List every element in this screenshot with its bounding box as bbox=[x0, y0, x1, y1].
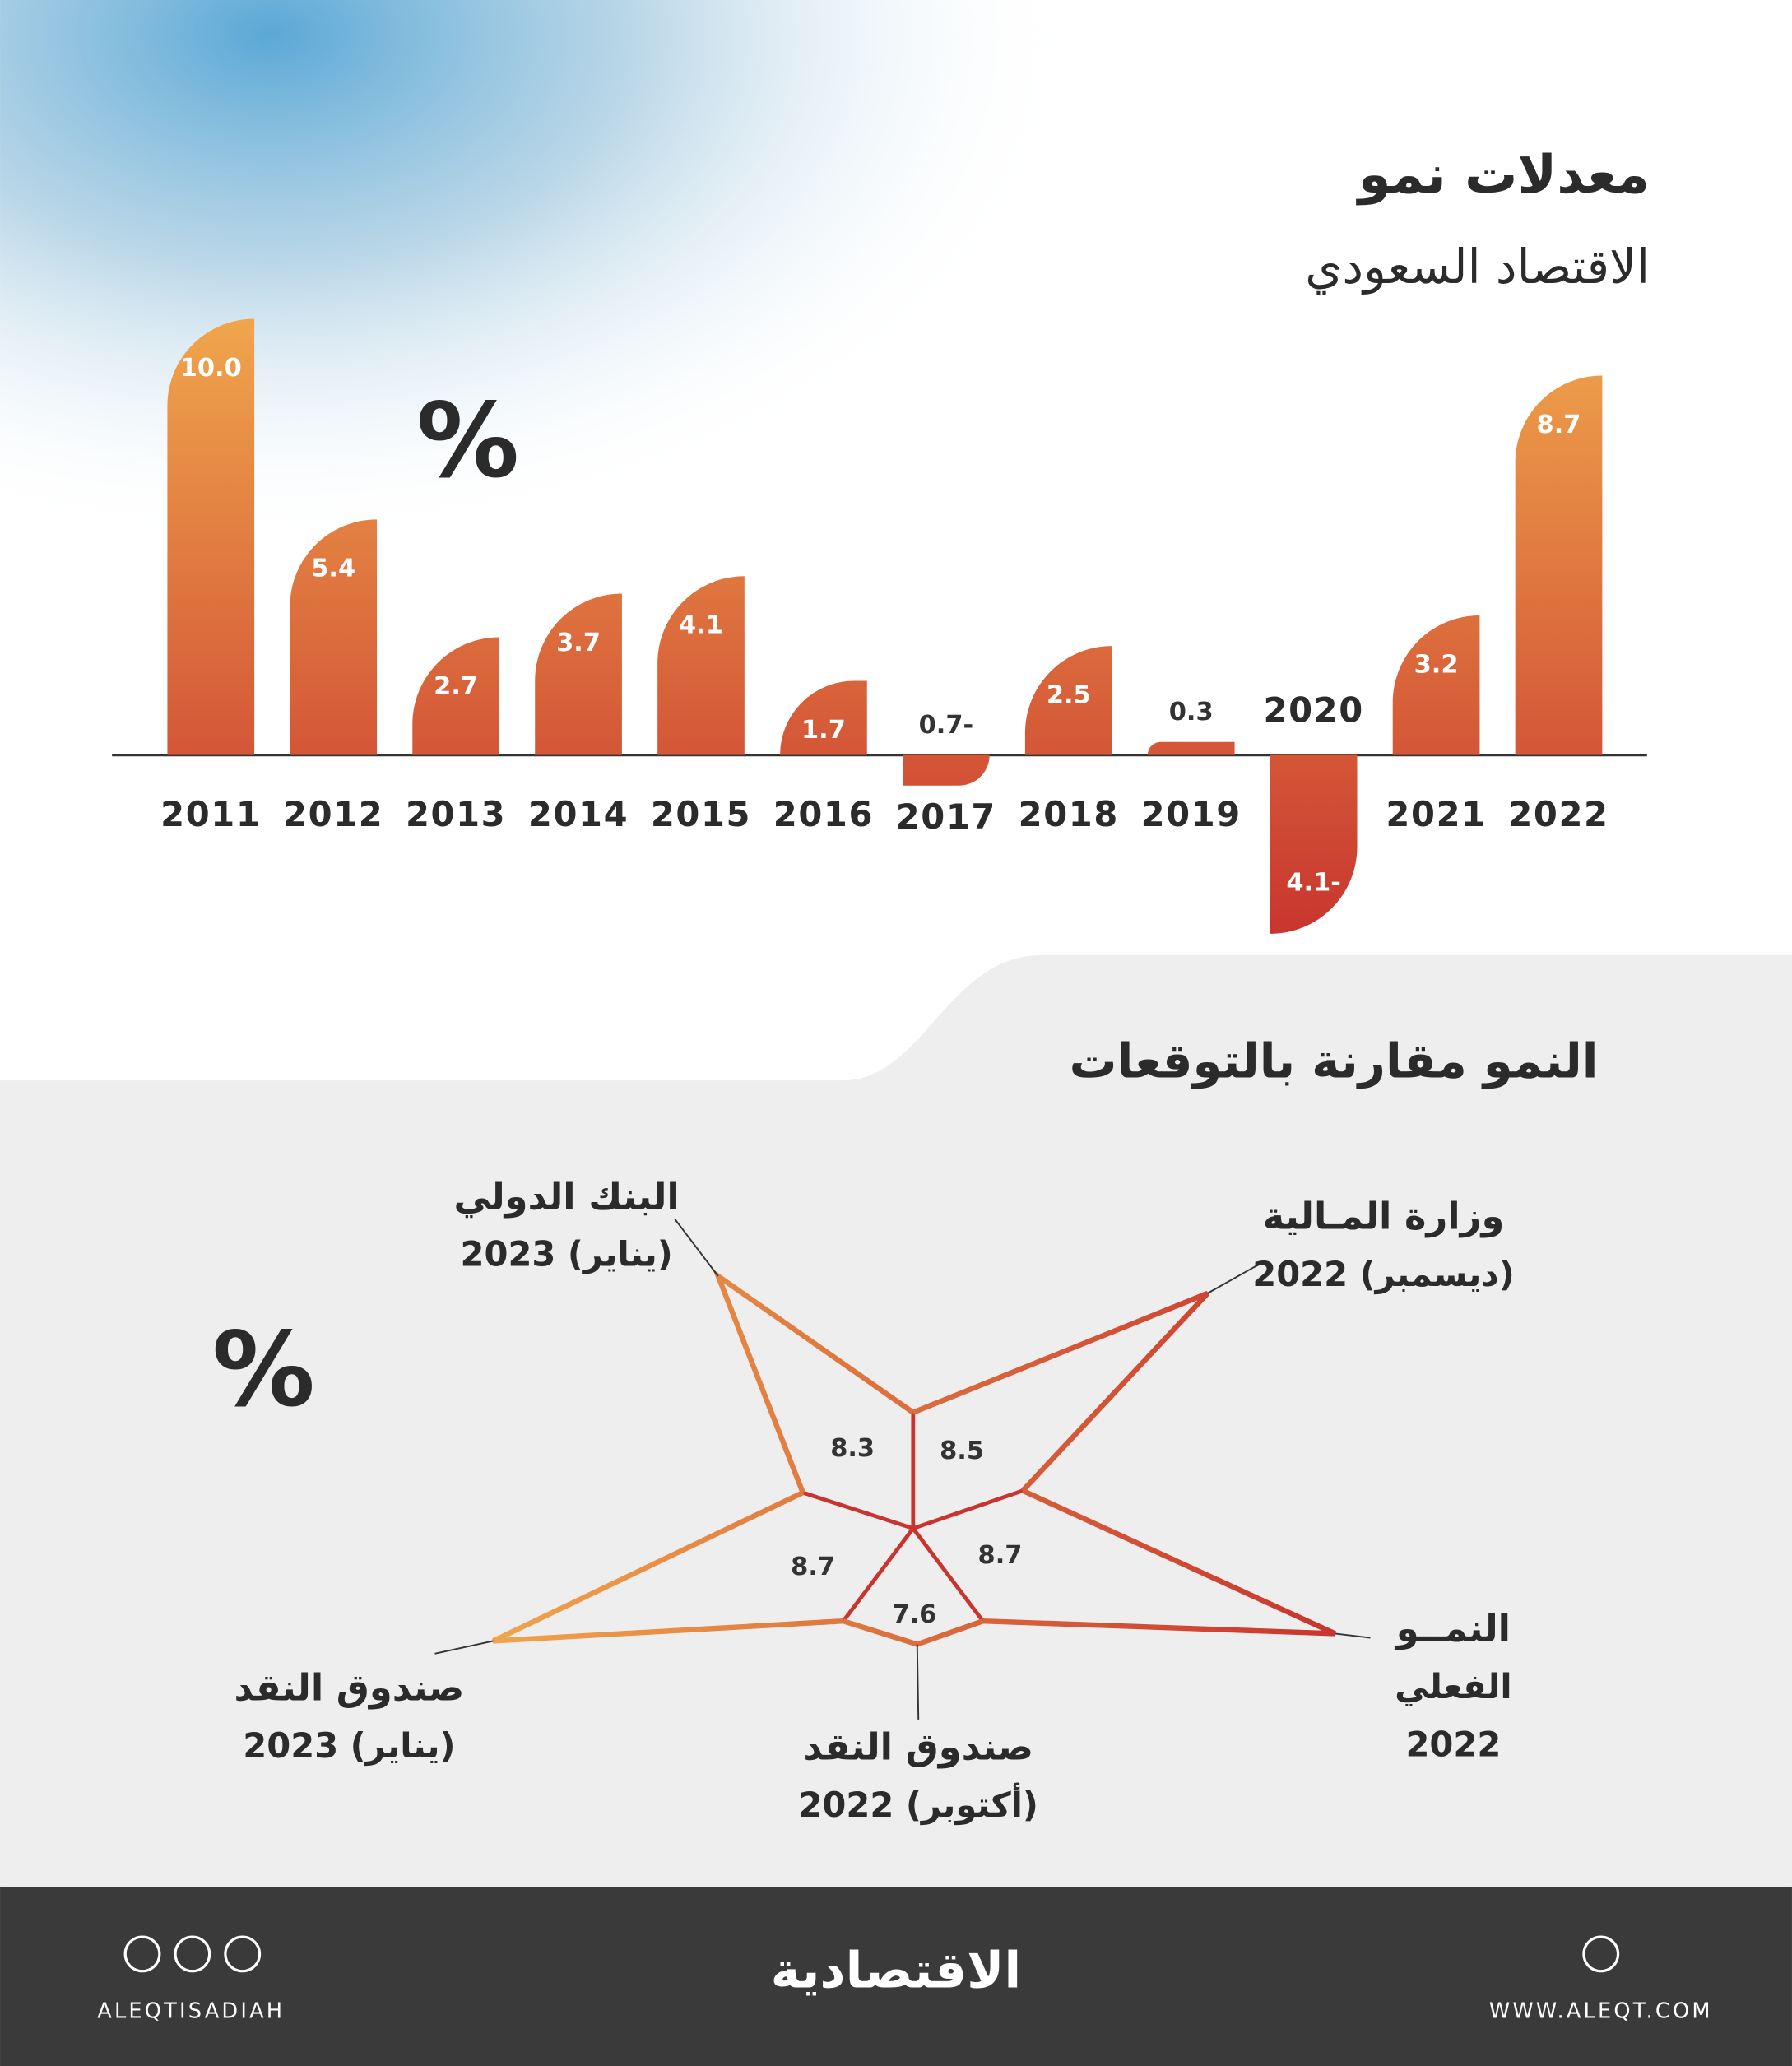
bar bbox=[1515, 375, 1603, 755]
chart-title: النمو مقارنة بالتوقعات bbox=[1070, 1033, 1599, 1090]
value-label: 1.7 bbox=[801, 716, 846, 745]
inner-spoke bbox=[802, 1490, 914, 1530]
bar bbox=[903, 754, 990, 786]
category-label: 2022 bbox=[1405, 1724, 1501, 1764]
category-label: 2012 bbox=[283, 794, 383, 834]
inner-spoke bbox=[842, 1527, 915, 1623]
bar bbox=[412, 637, 499, 755]
category-label: البنك الدولي bbox=[454, 1174, 680, 1218]
twitter-icon[interactable] bbox=[224, 1935, 262, 1973]
leader-line bbox=[1335, 1632, 1371, 1639]
value-label: 0.3 bbox=[1169, 698, 1214, 727]
value-label: 4.1- bbox=[1286, 869, 1340, 898]
unit-label: % bbox=[416, 382, 519, 501]
web-icon[interactable] bbox=[1582, 1935, 1620, 1973]
leader-line bbox=[916, 1644, 920, 1720]
instagram-icon[interactable] bbox=[123, 1935, 161, 1973]
bar bbox=[1270, 754, 1358, 934]
category-label: 2011 bbox=[160, 794, 261, 834]
chart-subtitle: الاقتصاد السعودي bbox=[1305, 239, 1650, 295]
category-label: 2016 bbox=[773, 794, 874, 834]
bar bbox=[535, 593, 622, 755]
value-label: 10.0 bbox=[180, 354, 242, 383]
value-label: 2.5 bbox=[1047, 680, 1091, 709]
value-label: 3.7 bbox=[556, 629, 601, 657]
section-background bbox=[0, 955, 1792, 1887]
category-label: صندوق النقد bbox=[234, 1666, 465, 1710]
category-label: الفعلي bbox=[1395, 1666, 1511, 1707]
category-label: 2017 bbox=[896, 796, 996, 837]
category-label: 2021 bbox=[1386, 794, 1486, 834]
social-handle: ALEQTISADIAH bbox=[97, 1999, 285, 2023]
value-label: 0.7- bbox=[919, 711, 973, 740]
bar bbox=[290, 519, 378, 755]
category-label: 2022 bbox=[1508, 794, 1609, 834]
value-label: 8.7 bbox=[978, 1541, 1023, 1570]
bar bbox=[1392, 615, 1480, 755]
category-label: (يناير) 2023 bbox=[461, 1234, 673, 1275]
chart-title: معدلات نمو bbox=[1356, 145, 1650, 206]
hero-image bbox=[0, 0, 1081, 685]
facebook-icon[interactable] bbox=[174, 1935, 211, 1973]
footer bbox=[0, 1887, 1792, 2066]
value-label: 8.3 bbox=[830, 1434, 875, 1463]
value-label: 7.6 bbox=[892, 1600, 936, 1629]
value-label: 5.4 bbox=[311, 555, 355, 583]
logo: الاقتصادية bbox=[771, 1942, 1022, 1999]
bar bbox=[1147, 741, 1235, 755]
category-label: (ديسمبر) 2022 bbox=[1252, 1254, 1515, 1295]
value-label: 8.7 bbox=[791, 1553, 835, 1581]
category-label: وزارة المـالية bbox=[1263, 1194, 1505, 1237]
inner-spoke bbox=[911, 1527, 985, 1623]
category-label: (أكتوبر) 2022 bbox=[798, 1782, 1038, 1826]
category-label: 2014 bbox=[528, 794, 629, 834]
bar bbox=[657, 576, 745, 755]
category-label: صندوق النقد bbox=[803, 1725, 1033, 1769]
leader-line bbox=[674, 1218, 719, 1277]
category-label: النمــو bbox=[1395, 1607, 1511, 1650]
value-label: 4.1 bbox=[679, 611, 723, 640]
category-label: 2019 bbox=[1141, 794, 1242, 834]
category-label: (يناير) 2023 bbox=[243, 1725, 455, 1767]
value-label: 8.5 bbox=[940, 1437, 984, 1465]
bar bbox=[780, 680, 867, 755]
bar bbox=[1024, 646, 1112, 755]
unit-label: % bbox=[212, 1311, 315, 1430]
inner-spoke bbox=[912, 1488, 1024, 1530]
value-label: 8.7 bbox=[1537, 411, 1581, 439]
leader-line bbox=[434, 1640, 494, 1655]
category-label: 2018 bbox=[1019, 794, 1119, 834]
category-label: 2020 bbox=[1264, 689, 1364, 730]
value-label: 2.7 bbox=[434, 672, 478, 701]
value-label: 3.2 bbox=[1414, 650, 1459, 679]
bar bbox=[167, 318, 255, 755]
category-label: 2013 bbox=[406, 794, 506, 834]
leader-line bbox=[1207, 1260, 1265, 1294]
website: WWW.ALEQT.COM bbox=[1489, 1999, 1713, 2023]
category-label: 2015 bbox=[651, 794, 751, 834]
